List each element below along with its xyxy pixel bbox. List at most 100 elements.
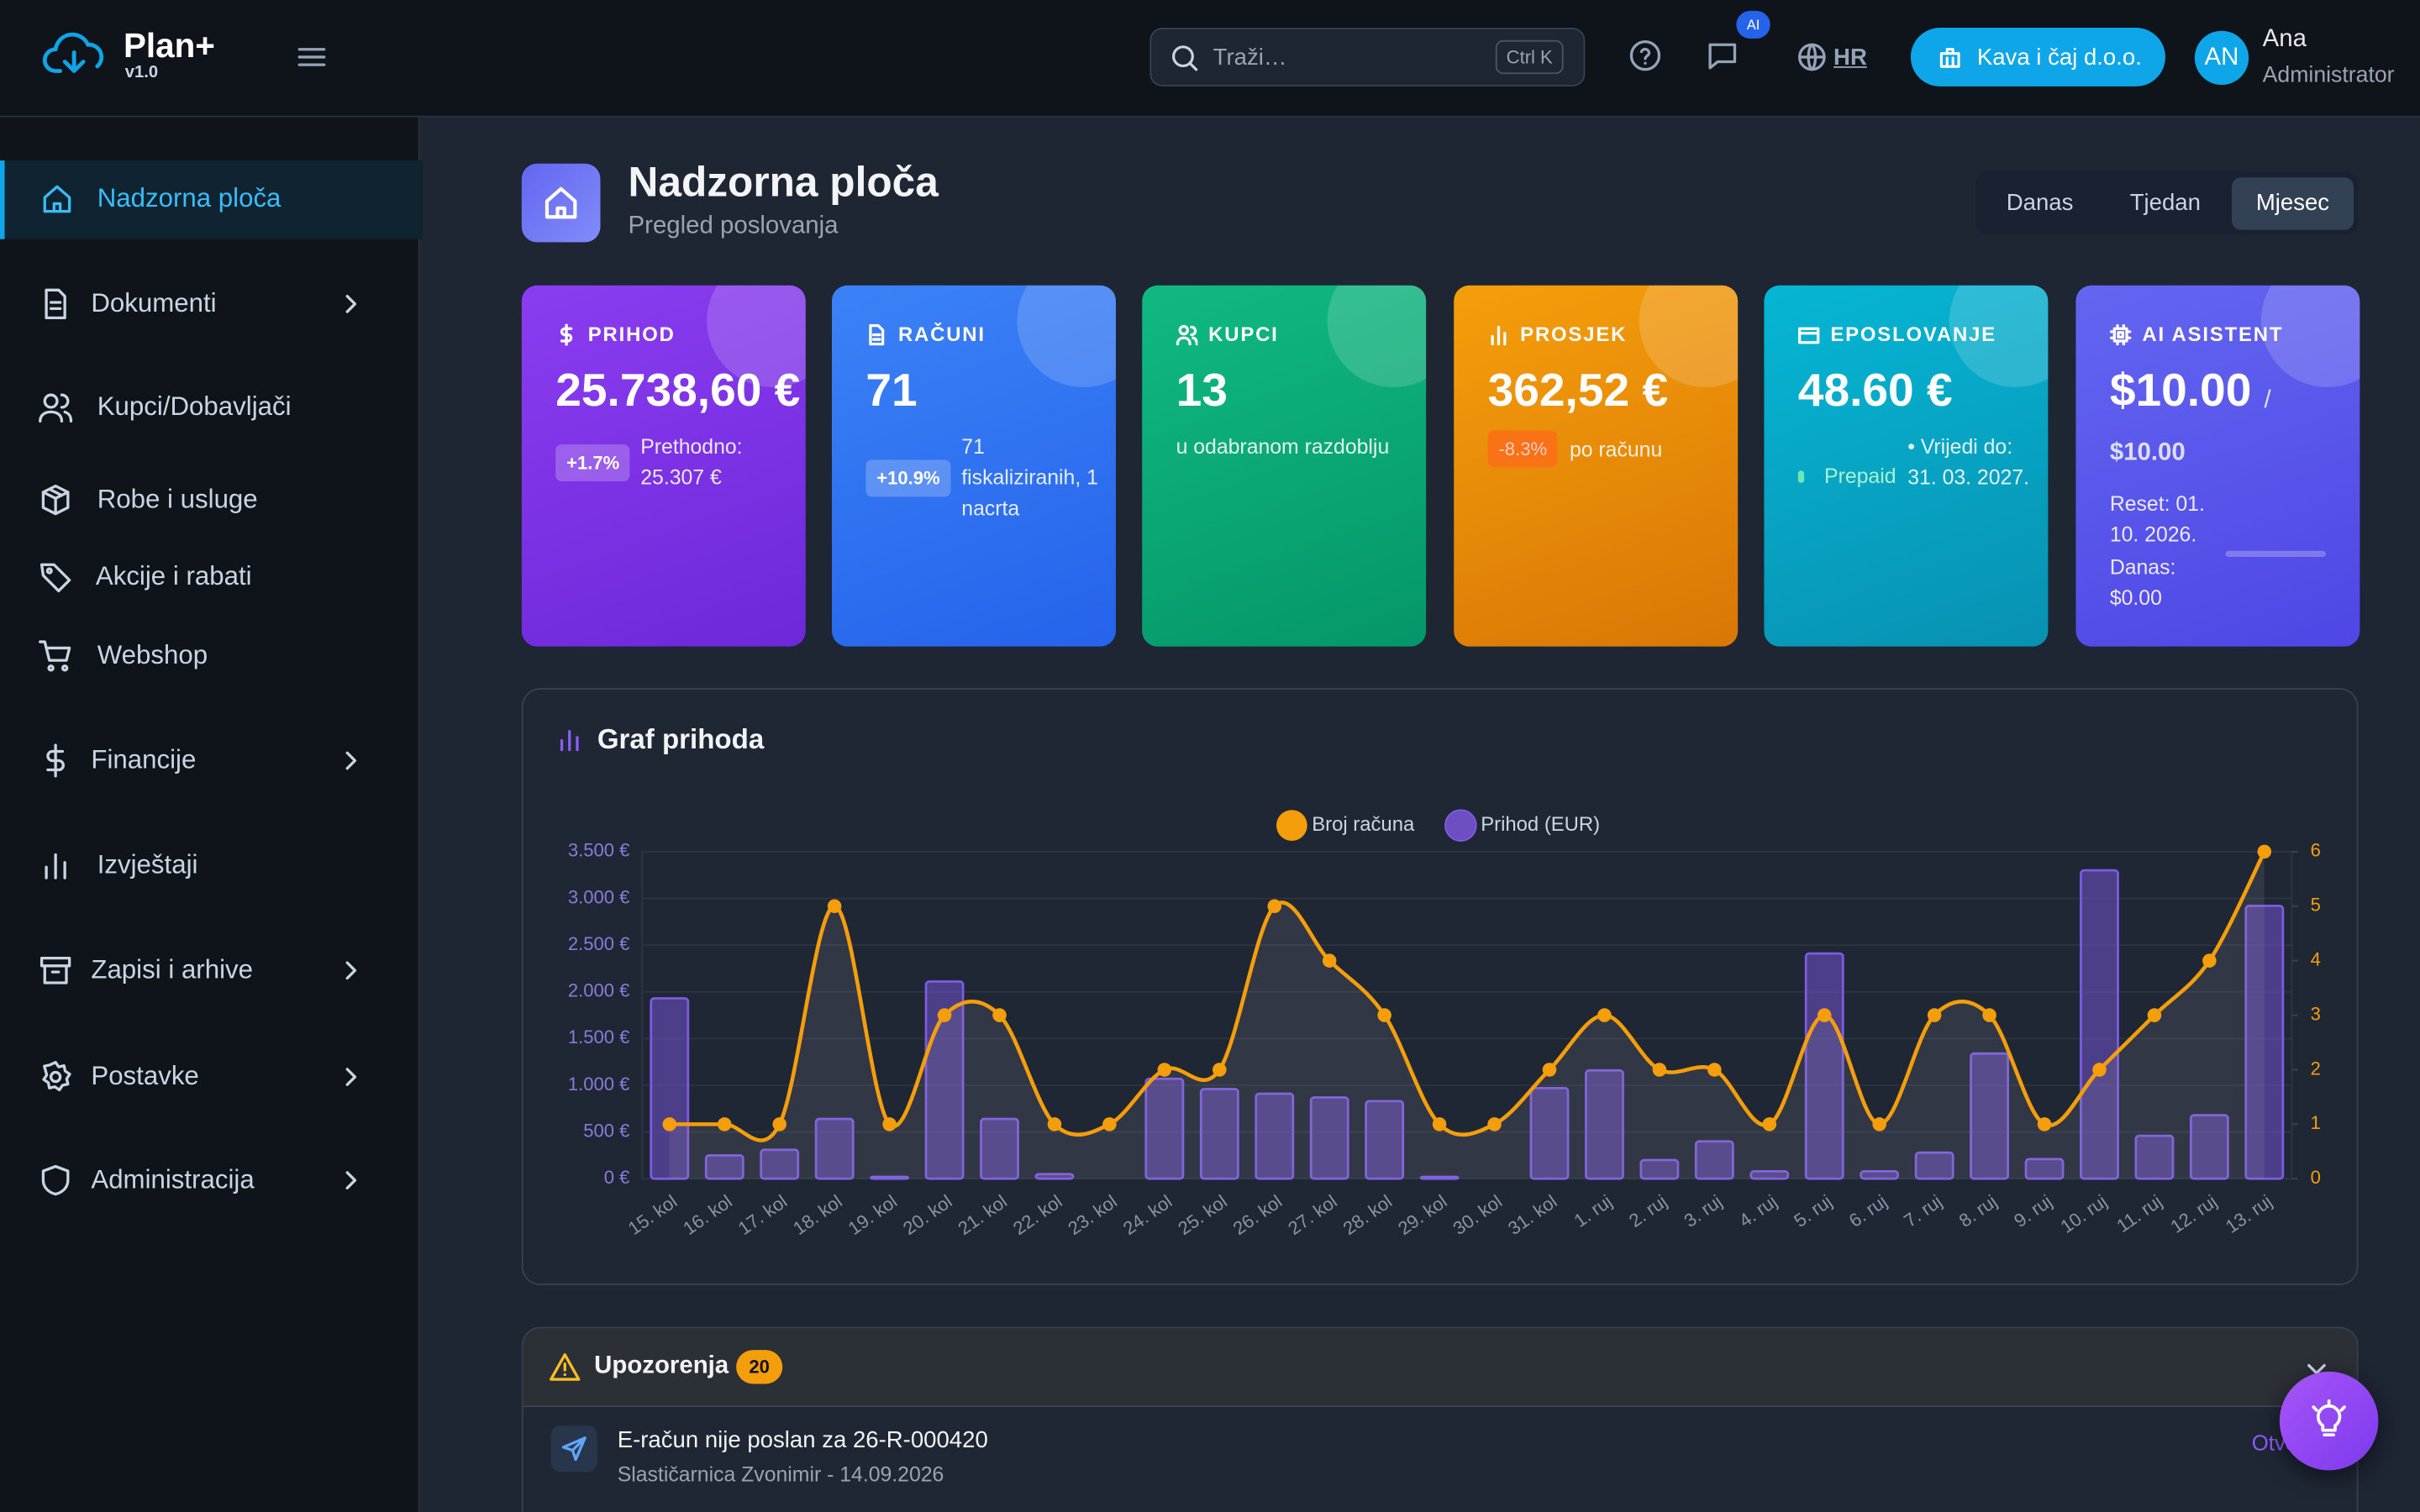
card-note: Prethodno: 25.307 € <box>640 434 743 490</box>
nav-label: Postavke <box>91 1061 199 1091</box>
nav-item[interactable]: Nadzorna ploča <box>0 160 424 239</box>
point <box>1872 1117 1886 1131</box>
nav-item[interactable]: Postavke <box>0 1038 418 1116</box>
alert-subtitle: Slastičarnica Zvonimir - 14.09.2026 <box>617 1462 944 1486</box>
nav-icon <box>39 640 71 672</box>
chevron <box>345 961 357 980</box>
bar <box>2244 905 2285 1180</box>
nav-item[interactable]: Administracija <box>0 1142 418 1219</box>
nav-item[interactable]: Zapisi i arhive <box>0 932 418 1009</box>
page-title: Nadzorna ploča <box>628 159 939 206</box>
card-limit: $10.00 <box>2109 439 2186 466</box>
alerts-count: 20 <box>736 1350 783 1384</box>
assistant-button[interactable] <box>2279 1371 2379 1471</box>
y-tick-label: 0 € <box>604 1167 630 1188</box>
x-tick-label: 6. ruj <box>1845 1190 1891 1231</box>
bar <box>1144 1077 1185 1180</box>
search-placeholder: Traži… <box>1213 45 1287 71</box>
chat-icon[interactable] <box>1706 39 1739 72</box>
point <box>1157 1063 1172 1077</box>
nav-item[interactable]: Robe i usluge <box>0 461 418 538</box>
point <box>1487 1117 1502 1131</box>
nav-item[interactable]: Webshop <box>0 617 418 695</box>
menu-toggle[interactable] <box>297 42 328 73</box>
search-box[interactable]: Traži… Ctrl K <box>1150 28 1586 87</box>
period-option-active[interactable]: Mjesec <box>2231 177 2354 230</box>
bar <box>760 1148 800 1180</box>
company-button[interactable]: Kava i čaj d.o.o. <box>1910 28 2165 87</box>
warning-icon <box>550 1353 581 1381</box>
nav-item[interactable]: Kupci/Dobavljači <box>0 369 418 446</box>
card-value: $10.00 <box>2109 365 2252 417</box>
search-icon <box>1172 45 1198 71</box>
y2-tick-label: 0 <box>2311 1167 2321 1188</box>
home-icon <box>544 186 577 219</box>
y2-tick-label: 4 <box>2311 949 2321 970</box>
nav-label: Financije <box>91 745 197 775</box>
value-separator: / <box>2264 387 2271 414</box>
bar <box>704 1154 744 1180</box>
x-tick-label: 27. kol <box>1284 1190 1341 1239</box>
period-option[interactable]: Tjedan <box>2129 189 2201 217</box>
change-badge: +1.7% <box>555 444 631 482</box>
y2-tick-label: 3 <box>2311 1003 2321 1024</box>
bar <box>2189 1114 2229 1180</box>
legend-swatch <box>1276 810 1307 842</box>
nav-item[interactable]: Dokumenti <box>0 265 418 343</box>
point <box>1102 1117 1117 1131</box>
period-option[interactable]: Danas <box>2006 189 2074 217</box>
nav-label: Robe i usluge <box>97 484 258 514</box>
x-tick-label: 13. ruj <box>2222 1190 2275 1237</box>
card-note: po računu <box>1569 438 1663 462</box>
bar <box>980 1117 1019 1180</box>
stat-card: PRIHOD 25.738,60 € +1.7% Prethodno: 25.3… <box>521 285 806 647</box>
nav-icon <box>39 956 71 984</box>
x-tick-label: 2. ruj <box>1625 1190 1670 1231</box>
x-tick-label: 3. ruj <box>1680 1190 1725 1231</box>
point <box>772 1117 786 1131</box>
card-label: PROSJEK <box>1520 322 1628 346</box>
nav-icon <box>45 853 66 879</box>
card-icon <box>1491 325 1507 346</box>
nav-icon <box>42 1060 71 1092</box>
help-icon[interactable] <box>1628 39 1662 72</box>
alerts-header[interactable]: Upozorenja 20 <box>523 1328 2357 1408</box>
avatar[interactable]: AN <box>2194 30 2249 86</box>
card-icon <box>1176 324 1198 346</box>
bar <box>1694 1140 1734 1180</box>
x-tick-label: 1. ruj <box>1570 1190 1616 1231</box>
x-tick-label: 16. kol <box>679 1190 736 1239</box>
nav-item[interactable]: Izvještaji <box>0 827 418 904</box>
chevron <box>345 1171 357 1189</box>
change-badge: -8.3% <box>1487 430 1558 468</box>
nav-item[interactable]: Akcije i rabati <box>0 538 418 616</box>
point <box>882 1117 897 1131</box>
chart-icon <box>560 729 579 752</box>
card-value: 48.60 € <box>1797 365 1953 417</box>
chevron <box>345 751 357 770</box>
stat-card: KUPCI 13 u odabranom razdoblju <box>1142 285 1427 647</box>
bar <box>1199 1088 1239 1180</box>
logo-text: Plan+ <box>123 26 215 66</box>
x-tick-label: 23. kol <box>1064 1190 1121 1239</box>
y-tick-label: 3.500 € <box>568 840 630 861</box>
card-label: PRIHOD <box>587 322 676 346</box>
nav-icon <box>46 743 65 778</box>
bar <box>1970 1052 2010 1180</box>
point <box>1762 1117 1777 1131</box>
alerts-panel: Upozorenja 20 E-račun nije poslan za 26-… <box>521 1326 2359 1512</box>
card-value: 25.738,60 € <box>555 365 801 417</box>
nav-item[interactable]: Financije <box>0 722 418 800</box>
card-note: u odabranom razdoblju <box>1176 434 1390 459</box>
bar <box>2134 1134 2175 1180</box>
point <box>2147 1008 2162 1022</box>
alert-title: E-račun nije poslan za 26-R-000420 <box>617 1426 988 1454</box>
page-icon <box>521 163 601 243</box>
language-switch[interactable]: HR <box>1833 45 1867 71</box>
bar <box>1034 1173 1075 1180</box>
bar <box>2024 1158 2065 1180</box>
y-tick-label: 500 € <box>583 1120 629 1141</box>
company-name: Kava i čaj d.o.o. <box>1976 45 2142 71</box>
